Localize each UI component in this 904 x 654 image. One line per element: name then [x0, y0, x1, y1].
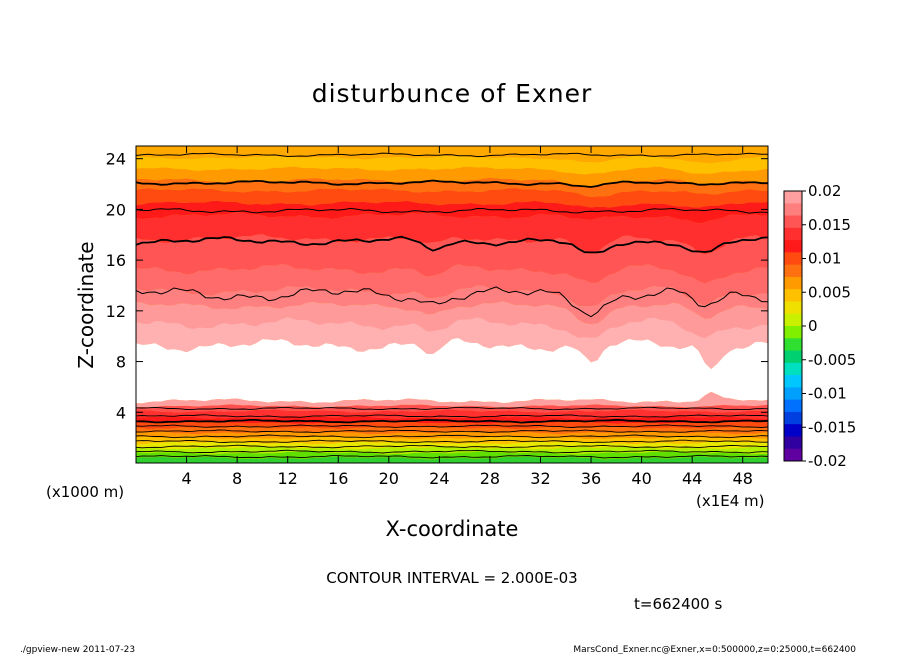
contour-band: [136, 264, 768, 306]
colorbar-swatch: [784, 252, 802, 266]
y-units-label: (x1000 m): [46, 483, 124, 501]
contour-line: [136, 152, 768, 158]
y-tick-label: 8: [116, 353, 126, 372]
colorbar-swatch: [784, 411, 802, 425]
y-tick-label: 16: [106, 251, 126, 270]
footer-left: ./gpview-new 2011-07-23: [20, 645, 135, 654]
contour-line: [136, 439, 768, 444]
colorbar-swatch: [784, 215, 802, 229]
contour-line: [136, 418, 768, 424]
contour-lines: [136, 152, 768, 459]
colorbar-swatch: [784, 326, 802, 339]
time-label: t=662400 s: [634, 595, 722, 613]
colorbar-swatch: [784, 338, 802, 352]
colorbar-swatch: [784, 289, 802, 302]
contour-band: [136, 441, 768, 450]
x-tick-label: 20: [379, 469, 399, 488]
colorbar-label: 0.02: [808, 182, 841, 200]
contour-band: [136, 188, 768, 208]
y-tick-label: 4: [116, 403, 126, 422]
colorbar-swatch: [784, 276, 802, 290]
contour-band: [136, 155, 768, 175]
contour-band: [136, 446, 768, 455]
contour-line: [136, 207, 768, 214]
x-tick-label: 8: [232, 469, 242, 488]
colorbar-label: 0.005: [808, 283, 851, 301]
y-tick-label: 12: [106, 302, 126, 321]
colorbar-label: -0.005: [808, 351, 856, 369]
x-axis-label: X-coordinate: [386, 517, 519, 541]
colorbar-label: -0.015: [808, 418, 856, 436]
contour-line: [136, 235, 768, 254]
contour-line: [136, 424, 768, 428]
x-tick-label: 16: [328, 469, 348, 488]
colorbar-swatch: [784, 448, 802, 462]
colorbar-swatch: [784, 301, 802, 315]
contour-interval-text: CONTOUR INTERVAL = 2.000E-03: [326, 569, 577, 587]
x-units-label: (x1E4 m): [696, 492, 765, 510]
contour-band: [136, 425, 768, 435]
contour-band: [136, 415, 768, 424]
contour-line: [136, 429, 768, 433]
colorbar-swatch: [784, 399, 802, 413]
colorbar-swatch: [784, 191, 802, 204]
contour-band: [136, 212, 768, 255]
colorbar-label: 0: [808, 317, 818, 335]
x-tick-label: 12: [278, 469, 298, 488]
contour-band: [136, 421, 768, 429]
contour-line: [136, 286, 768, 318]
colorbar-swatch: [784, 375, 802, 388]
contour-line: [136, 434, 768, 439]
colorbar-swatch: [784, 424, 802, 437]
contour-band: [136, 317, 768, 370]
colorbar-label: -0.01: [808, 385, 847, 403]
contour-line: [136, 414, 768, 418]
contour-line: [136, 179, 768, 188]
colorbar-label: -0.02: [808, 452, 847, 470]
colorbar-swatch: [784, 350, 802, 364]
colorbar: 0.02 0.015 0.01 0.005 0 -0.005 -0.01 -0.015 -0.0…: [783, 182, 856, 470]
y-axis: 4 8 12 16 20 24: [106, 150, 768, 422]
plot-frame: [135, 145, 769, 464]
colorbar-swatch: [784, 203, 802, 217]
colorbar-label: 0.01: [808, 250, 841, 268]
contour-line: [136, 406, 768, 411]
x-tick-label: 24: [429, 469, 449, 488]
x-tick-label: 36: [581, 469, 601, 488]
colorbar-swatch: [784, 264, 802, 278]
zero-region: [136, 338, 768, 404]
x-tick-label: 48: [733, 469, 753, 488]
contour-band: [136, 391, 768, 408]
contour-line: [136, 449, 768, 454]
colorbar-label: 0.015: [808, 216, 851, 234]
contour-band: [136, 234, 768, 284]
x-tick-label: 44: [682, 469, 702, 488]
colorbar-swatch: [784, 313, 802, 327]
plot-area: [136, 146, 768, 463]
x-tick-label: 28: [480, 469, 500, 488]
contour-line: [136, 454, 768, 459]
colorbar-swatch: [784, 362, 802, 376]
x-tick-label: 4: [181, 469, 191, 488]
contour-line: [136, 444, 768, 449]
chart-title: disturbunce of Exner: [312, 79, 593, 108]
colorbar-swatch: [784, 387, 802, 401]
colorbar-swatch: [784, 227, 802, 241]
x-axis: 4 8 12 16 20 24 28 32 36 40 44 48: [181, 146, 753, 488]
x-tick-label: 40: [631, 469, 651, 488]
colorbar-swatch: [784, 436, 802, 450]
y-axis-label: Z-coordinate: [74, 241, 98, 368]
contour-band: [136, 456, 768, 463]
x-tick-label: 32: [530, 469, 550, 488]
y-tick-label: 20: [106, 200, 126, 219]
footer-right: MarsCond_Exner.nc@Exner,x=0:500000,z=0:2…: [573, 645, 856, 654]
contour-band: [136, 404, 768, 413]
colorbar-swatch: [784, 240, 802, 253]
y-tick-label: 24: [106, 150, 126, 169]
